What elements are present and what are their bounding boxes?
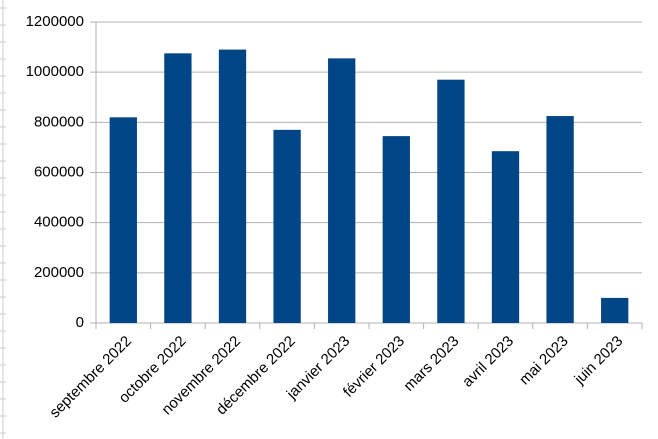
y-tick-label: 200000	[34, 264, 84, 281]
y-tick-label: 1000000	[26, 63, 84, 80]
bar	[109, 117, 137, 323]
x-tick-label: avril 2023	[459, 333, 517, 391]
bar	[546, 116, 574, 323]
x-tick-label: juin 2023	[571, 333, 627, 389]
y-tick-label: 1200000	[26, 13, 84, 30]
bar	[382, 136, 410, 323]
y-tick-label: 0	[76, 314, 84, 331]
x-tick-label: mars 2023	[400, 333, 462, 395]
bar	[273, 129, 301, 323]
x-tick-label: septembre 2022	[46, 333, 135, 422]
y-tick-label: 800000	[34, 113, 84, 130]
bar	[437, 79, 465, 323]
bar	[164, 53, 192, 324]
y-tick-label: 600000	[34, 163, 84, 180]
bar	[491, 151, 520, 323]
bar	[218, 49, 247, 323]
bar	[328, 58, 356, 323]
x-tick-label: mai 2023	[516, 333, 572, 389]
y-tick-label: 400000	[34, 214, 84, 231]
bar	[601, 297, 629, 323]
